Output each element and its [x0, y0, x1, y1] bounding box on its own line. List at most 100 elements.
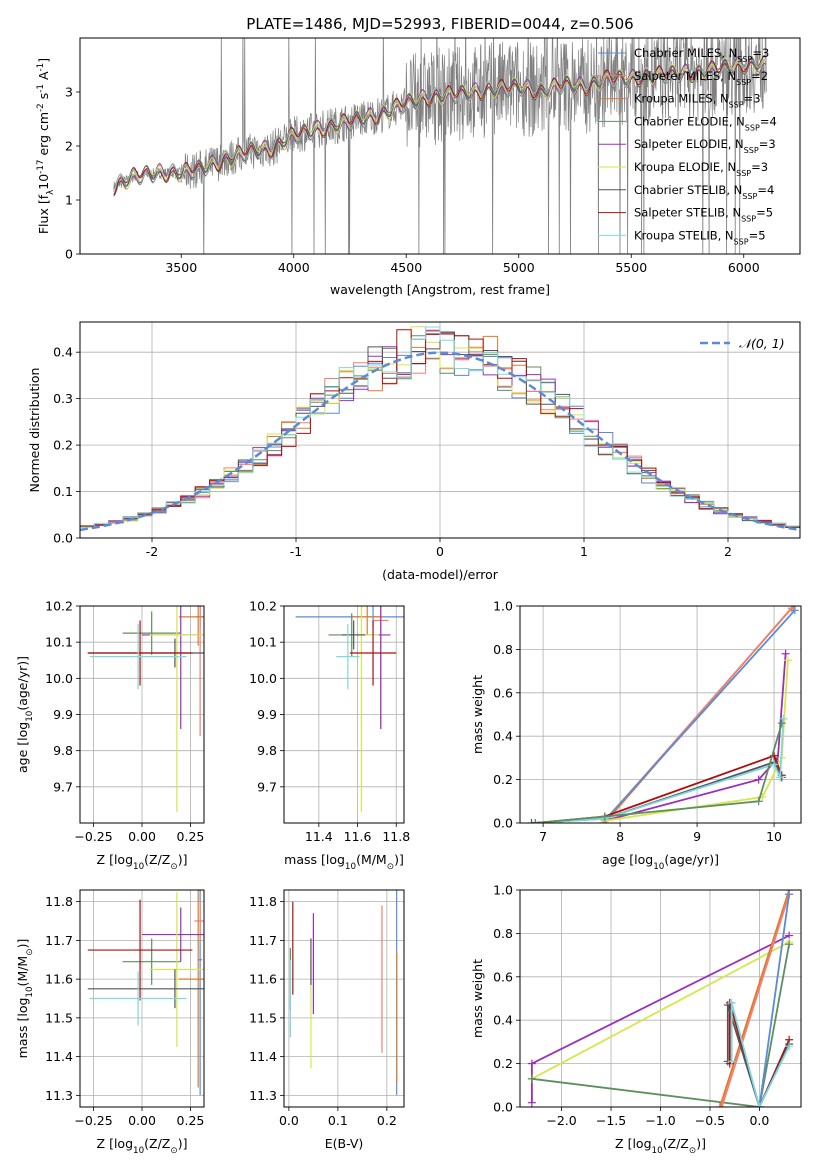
x-tick-label: 0.0	[279, 1113, 299, 1128]
panel-age_vs_Z: −0.25 0.00 0.25 9.7 9.8 9.9 10.0 10.1 10.2 Z [log…	[15, 599, 205, 872]
y-tick-label: 10.0	[45, 671, 73, 686]
y-axis-label: age [log10(age/yr)]	[15, 656, 35, 773]
label-part: E(B-V)	[325, 1136, 364, 1151]
x-tick-label: 0.2	[377, 1113, 397, 1128]
y-tick-label: 0.4	[53, 345, 73, 360]
y-axis-label: Normed distribution	[27, 368, 42, 493]
weight-line-chabrier_miles	[605, 609, 796, 820]
label-part: =5	[756, 206, 773, 220]
x-tick-label: 2	[724, 544, 732, 559]
legend-entry: Salpeter MILES, NSSP=2	[634, 69, 768, 87]
figure-title: PLATE=1486, MJD=52993, FIBERID=0044, z=0…	[246, 15, 633, 33]
label-part: 10	[133, 1146, 144, 1156]
label-part: )]	[15, 939, 30, 949]
y-tick-label: 3	[65, 85, 73, 100]
label-part: -2	[36, 103, 46, 112]
label-part: =2	[751, 69, 768, 83]
x-tick-label: 11.4	[305, 829, 333, 844]
label-part: ⊙	[170, 862, 177, 872]
x-axis-label: Z [log10(Z/Z⊙)]	[615, 1136, 706, 1156]
y-tick-label: 10.2	[249, 599, 277, 614]
panel-weight_vs_Z: −2.0 −1.5 −1.0 −0.5 0.0 0.0 0.2 0.4 0.6 0.8 1.0 Z […	[470, 883, 802, 1156]
panel-mass_vs_ebv: 0.0 0.1 0.2 11.3 11.4 11.5 11.6 11.7 11.8 E(B-V)	[249, 889, 405, 1151]
label-part: SSP	[742, 191, 757, 200]
y-tick-label: 0.2	[493, 772, 513, 787]
x-tick-label: 0.25	[177, 829, 205, 844]
y-tick-label: 9.9	[257, 707, 277, 722]
label-part: ]	[36, 58, 51, 63]
label-part: =5	[749, 228, 766, 242]
y-axis-label: mass [log10(M/M⊙)]	[15, 939, 35, 1059]
weight-line-chabrier_stelib	[531, 761, 783, 823]
y-tick-label: 11.8	[45, 894, 73, 909]
y-tick-label: 11.7	[249, 933, 277, 948]
label-part: 10	[653, 862, 664, 872]
legend-entry: Kroupa MILES, NSSP=3	[634, 92, 761, 110]
plot-area-mass_vs_Z	[80, 890, 204, 1107]
y-tick-label: 10.1	[45, 635, 73, 650]
weight-line-kroupa_elodie	[531, 941, 790, 1080]
label-part: 10	[36, 174, 51, 190]
label-part: mass [log	[15, 998, 30, 1059]
y-axis-label: mass weight	[470, 959, 485, 1038]
x-tick-label: 0.00	[128, 1113, 156, 1128]
y-tick-label: 11.8	[249, 894, 277, 909]
label-part: ⊙	[25, 948, 35, 955]
y-tick-label: 0.0	[493, 816, 513, 831]
panel-age_vs_mass: 11.4 11.6 11.8 9.7 9.8 9.9 10.0 10.1 10.2 mass [l…	[249, 599, 410, 873]
x-tick-label: 5000	[503, 260, 535, 275]
y-tick-label: 0.0	[493, 1100, 513, 1115]
legend-entry: Kroupa STELIB, NSSP=5	[634, 228, 766, 246]
plot-area-spectrum	[113, 38, 767, 254]
y-tick-label: 11.3	[45, 1088, 73, 1103]
x-tick-label: 7	[539, 829, 547, 844]
x-tick-label: 5500	[615, 260, 647, 275]
label-part: SSP	[745, 123, 760, 132]
label-part: -1	[36, 63, 46, 72]
legend-entry: Chabrier MILES, NSSP=3	[634, 46, 769, 64]
label-part: SSP	[744, 146, 759, 155]
label-part: =3	[744, 92, 761, 106]
y-tick-label: 11.6	[249, 972, 277, 987]
label-part: Salpeter ELODIE, N	[634, 137, 744, 151]
x-axis-label: wavelength [Angstrom, rest frame]	[330, 282, 550, 297]
x-tick-label: 11.8	[382, 829, 410, 844]
x-tick-label: 11.6	[344, 829, 372, 844]
y-tick-label: 10.1	[249, 635, 277, 650]
panel-spectrum: 3500 4000 4500 5000 5500 6000 0 1 2 3 wavelength […	[36, 37, 801, 297]
panel-residuals: -2 -1 0 1 2 0.0 0.1 0.2 0.3 0.4 (data-model)/error…	[27, 321, 801, 582]
model-line-salpeter_stelib	[113, 55, 767, 196]
label-part: ⊙	[387, 862, 394, 872]
label-part: )]	[696, 1136, 706, 1151]
y-tick-label: 11.5	[45, 1010, 73, 1025]
model-line-salpeter_elodie	[113, 56, 767, 190]
y-tick-label: 0	[65, 247, 73, 262]
x-tick-label: 10	[766, 829, 782, 844]
x-tick-label: 0.25	[177, 1113, 205, 1128]
label-part: SSP	[737, 55, 752, 64]
label-part: mass [log	[284, 852, 345, 867]
x-axis-label: E(B-V)	[325, 1136, 364, 1151]
x-tick-label: 1	[580, 544, 588, 559]
y-tick-label: 0.3	[53, 391, 73, 406]
label-part: s	[36, 93, 51, 104]
y-tick-label: 0.0	[53, 531, 73, 546]
y-tick-label: 0.6	[493, 685, 513, 700]
weight-line-chabrier_elodie	[535, 722, 783, 823]
plot-area-residuals	[80, 322, 800, 538]
label-part: -17	[36, 160, 46, 174]
label-part: Z [log	[97, 1136, 133, 1151]
label-part: 10	[133, 862, 144, 872]
x-axis-label: Z [log10(Z/Z⊙)]	[97, 852, 188, 872]
x-tick-label: 8	[616, 829, 624, 844]
plot-area-age_vs_mass	[284, 606, 404, 823]
legend-entry: Chabrier ELODIE, NSSP=4	[634, 114, 777, 131]
label-part: Kroupa ELODIE, N	[634, 160, 736, 174]
x-tick-label: −0.5	[695, 1113, 725, 1128]
label-part: =3	[759, 137, 776, 151]
y-tick-label: 0.8	[493, 926, 513, 941]
label-part: (age/yr)]	[15, 656, 30, 711]
label-part: Chabrier MILES, N	[634, 46, 737, 60]
label-part: A	[36, 71, 51, 84]
label-part: -1	[36, 84, 46, 93]
